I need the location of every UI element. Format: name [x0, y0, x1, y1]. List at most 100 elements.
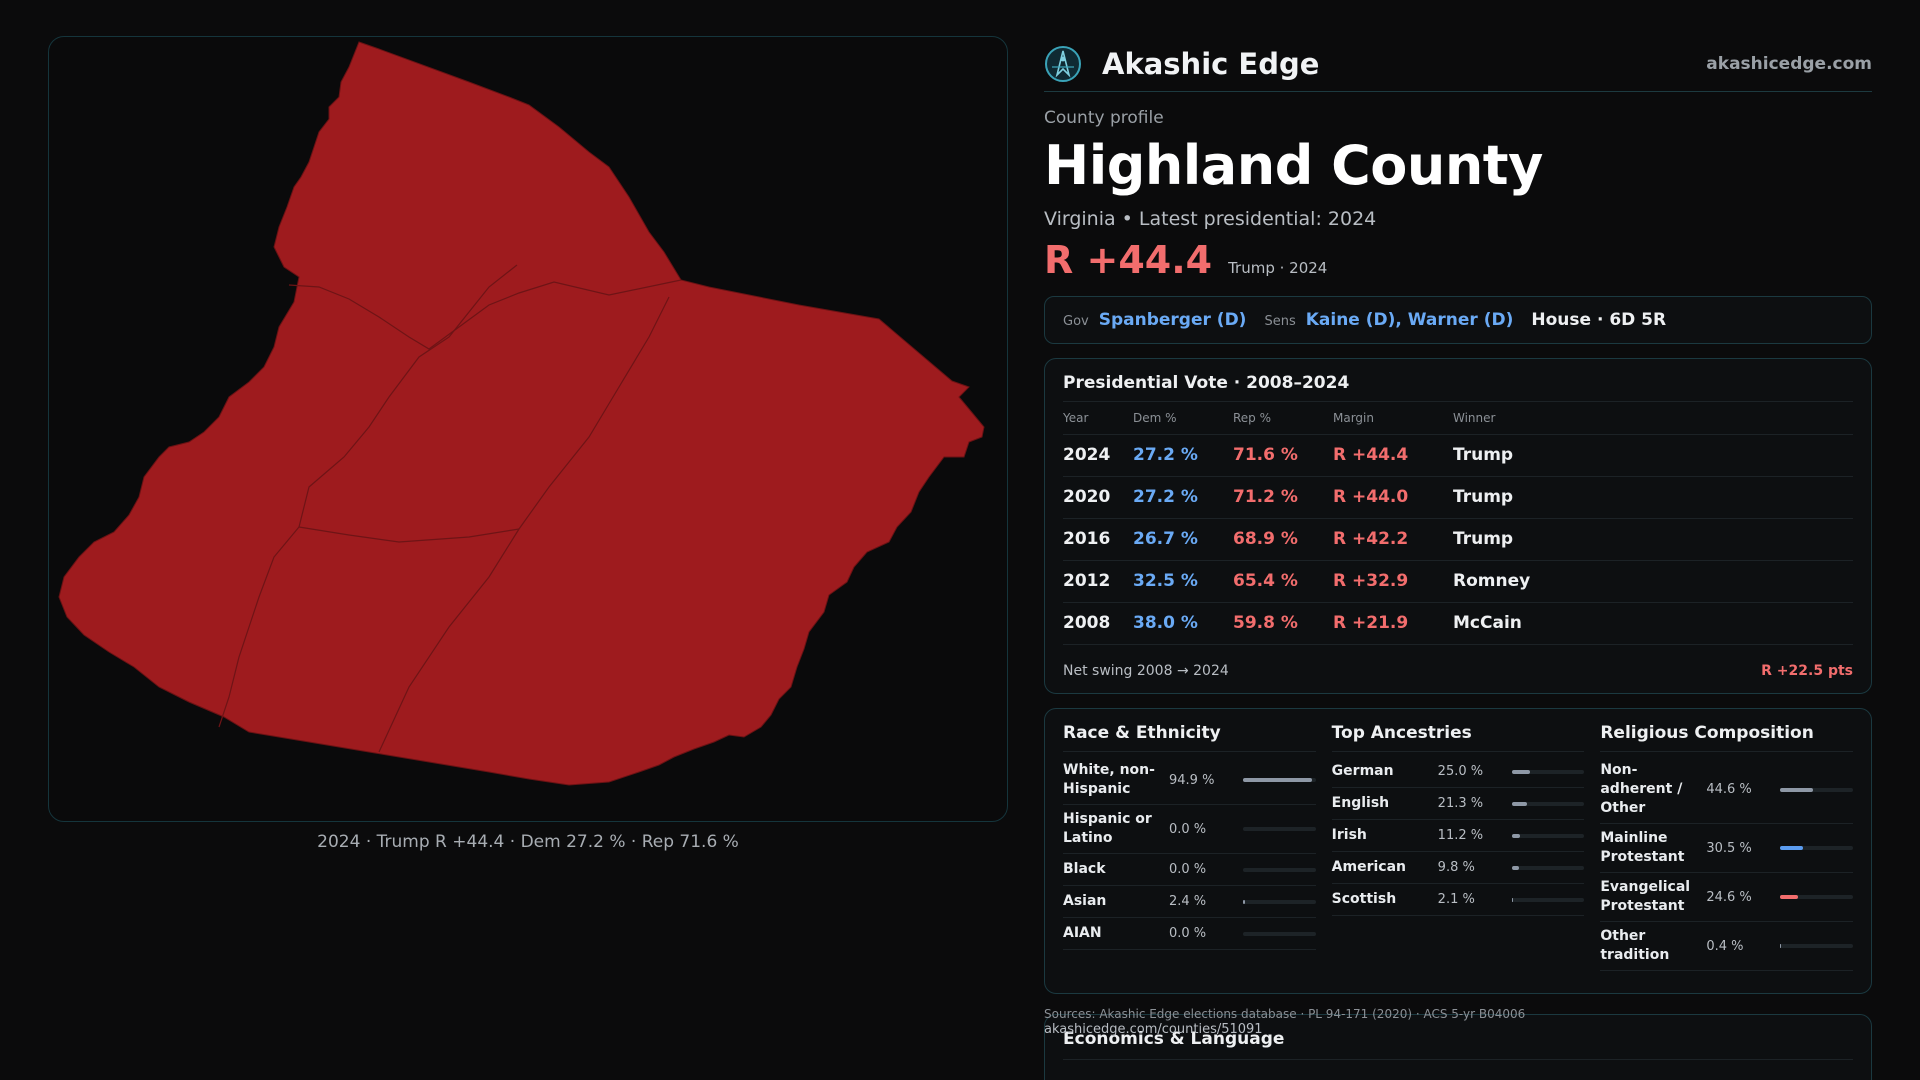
margin-summary: R +44.4 Trump · 2024 — [1044, 238, 1872, 282]
list-item: AIAN 0.0 % — [1063, 918, 1316, 950]
list-item: Other tradition 0.4 % — [1600, 922, 1854, 971]
list-item: Hispanic or Latino 0.0 % — [1063, 805, 1316, 854]
demo-bar-fill — [1780, 944, 1782, 948]
demo-bar-fill — [1511, 897, 1514, 902]
profile-column: Akashic Edge akashicedge.com County prof… — [1044, 36, 1872, 994]
ancestry-title: Top Ancestries — [1331, 723, 1585, 752]
demo-pct: 30.5 % — [1706, 840, 1752, 856]
demo-label: Mainline Protestant — [1600, 830, 1685, 865]
demo-label: Hispanic or Latino — [1063, 811, 1152, 846]
akashic-compass-icon[interactable] — [1044, 45, 1082, 83]
cell-margin: R +44.0 — [1333, 476, 1453, 519]
demo-label: Other tradition — [1600, 928, 1670, 963]
list-item: German 25.0 % — [1331, 756, 1585, 788]
list-item: Black 0.0 % — [1063, 854, 1316, 886]
demo-bar — [1780, 895, 1854, 899]
col-rep: Rep % — [1233, 402, 1333, 435]
col-year: Year — [1063, 402, 1133, 435]
demo-bar-fill — [1243, 778, 1312, 782]
county-map[interactable] — [49, 37, 1008, 822]
demo-bar — [1511, 769, 1585, 774]
cell-rep: 65.4 % — [1233, 560, 1333, 603]
table-header-row: Year Dem % Rep % Margin Winner — [1063, 402, 1853, 435]
demo-bar — [1780, 846, 1854, 850]
demo-bar — [1243, 867, 1316, 872]
list-item: English 21.3 % — [1331, 788, 1585, 820]
demo-pct: 44.6 % — [1706, 782, 1752, 797]
demo-bar-fill — [1511, 833, 1520, 838]
demo-bar-fill — [1511, 769, 1530, 774]
list-item: White, non-Hispanic 94.9 % — [1063, 756, 1316, 805]
presidential-vote-card: Presidential Vote · 2008–2024 Year Dem %… — [1044, 358, 1872, 694]
district-boundaries — [218, 264, 682, 753]
demo-bar — [1511, 833, 1585, 838]
brand-site-link[interactable]: akashicedge.com — [1706, 53, 1872, 74]
sens-label: Sens — [1264, 314, 1296, 329]
cell-dem: 27.2 % — [1133, 434, 1233, 477]
sources-text: Sources: Akashic Edge elections database… — [1044, 1007, 1526, 1021]
governor-name[interactable]: Spanberger (D) — [1098, 310, 1247, 330]
demo-label: German — [1331, 763, 1394, 779]
list-item: American 9.8 % — [1331, 852, 1585, 884]
list-item: Asian 2.4 % — [1063, 886, 1316, 918]
demo-bar-fill — [1243, 899, 1245, 904]
demo-bar-fill — [1780, 846, 1803, 850]
cell-year: 2008 — [1063, 602, 1133, 645]
cell-year: 2016 — [1063, 518, 1133, 561]
table-row[interactable]: 2024 27.2 % 71.6 % R +44.4 Trump — [1063, 434, 1853, 477]
demo-bar — [1243, 827, 1316, 831]
big-margin-value: R +44.4 — [1044, 238, 1213, 282]
demo-pct: 2.1 % — [1437, 892, 1475, 907]
list-item: Mainline Protestant 30.5 % — [1600, 824, 1854, 873]
cell-dem: 38.0 % — [1133, 602, 1233, 645]
demo-pct: 0.0 % — [1169, 821, 1207, 837]
sources-url-link[interactable]: akashicedge.com/counties/51091 — [1044, 1022, 1263, 1037]
cell-margin: R +44.4 — [1333, 434, 1453, 477]
map-caption: 2024 · Trump R +44.4 · Dem 27.2 % · Rep … — [317, 832, 739, 852]
county-map-panel[interactable] — [48, 36, 1008, 822]
demo-pct: 24.6 % — [1706, 889, 1752, 905]
brand-bar: Akashic Edge akashicedge.com — [1044, 36, 1872, 92]
demo-bar — [1243, 899, 1316, 904]
col-margin: Margin — [1333, 402, 1453, 435]
cell-dem: 27.2 % — [1133, 476, 1233, 519]
brand-name[interactable]: Akashic Edge — [1102, 46, 1320, 81]
demo-pct: 0.4 % — [1706, 938, 1744, 954]
demo-pct: 2.4 % — [1169, 894, 1207, 909]
cell-winner: Trump — [1453, 434, 1853, 477]
table-row[interactable]: 2012 32.5 % 65.4 % R +32.9 Romney — [1063, 560, 1853, 603]
cell-year: 2012 — [1063, 560, 1133, 603]
officials-bar: Gov Spanberger (D) Sens Kaine (D), Warne… — [1044, 296, 1872, 344]
sources-note: Sources: Akashic Edge elections database… — [1044, 1006, 1525, 1038]
demo-label: Asian — [1063, 893, 1107, 909]
presidential-table: Year Dem % Rep % Margin Winner 2024 27.2… — [1063, 402, 1853, 645]
demo-label: Evangelical Protestant — [1600, 879, 1691, 914]
demo-label: Black — [1063, 861, 1106, 877]
county-shape[interactable] — [58, 41, 985, 786]
demo-pct: 9.8 % — [1437, 860, 1475, 875]
demo-bar — [1243, 931, 1316, 936]
list-item: Irish 11.2 % — [1331, 820, 1585, 852]
list-item: Non-adherent / Other 44.6 % — [1600, 756, 1854, 824]
table-row[interactable]: 2008 38.0 % 59.8 % R +21.9 McCain — [1063, 602, 1853, 645]
cell-winner: Romney — [1453, 560, 1853, 603]
economics-title: Economics & Language — [1063, 1029, 1853, 1060]
cell-rep: 71.6 % — [1233, 434, 1333, 477]
table-row[interactable]: 2016 26.7 % 68.9 % R +42.2 Trump — [1063, 518, 1853, 561]
list-item: Scottish 2.1 % — [1331, 884, 1585, 916]
list-item: Evangelical Protestant 24.6 % — [1600, 873, 1854, 922]
presidential-card-title: Presidential Vote · 2008–2024 — [1063, 373, 1853, 402]
demo-label: American — [1331, 859, 1407, 875]
cell-margin: R +21.9 — [1333, 602, 1453, 645]
religion-title: Religious Composition — [1600, 723, 1854, 752]
demo-pct: 11.2 % — [1437, 828, 1484, 843]
cell-winner: Trump — [1453, 518, 1853, 561]
net-swing-value: R +22.5 pts — [1761, 662, 1853, 679]
demo-bar-fill — [1511, 865, 1519, 870]
demo-label: White, non-Hispanic — [1063, 762, 1155, 797]
demo-bar — [1511, 897, 1585, 902]
profile-eyebrow: County profile — [1044, 108, 1164, 128]
senators-names[interactable]: Kaine (D), Warner (D) — [1305, 310, 1514, 330]
table-row[interactable]: 2020 27.2 % 71.2 % R +44.0 Trump — [1063, 476, 1853, 519]
demo-bar — [1243, 778, 1316, 782]
